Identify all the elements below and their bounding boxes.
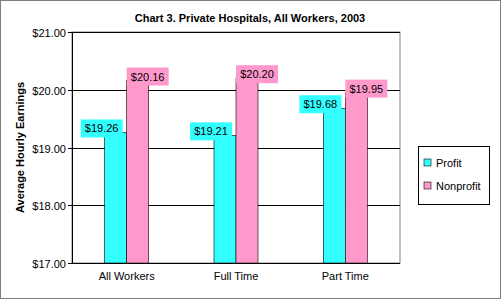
chart-title: Chart 3. Private Hospitals, All Workers,… [135, 12, 365, 24]
y-tick-label: $19.00 [32, 143, 66, 155]
data-label: $19.68 [304, 98, 338, 110]
y-tick-label: $20.00 [32, 85, 66, 97]
tick-mark [68, 90, 72, 91]
tick-mark [68, 32, 72, 33]
data-label-box [127, 68, 169, 86]
bar [345, 93, 367, 263]
chart-border [1, 1, 501, 299]
data-label-box [190, 122, 232, 140]
chart-svg: Chart 3. Private Hospitals, All Workers,… [0, 0, 501, 299]
tick-mark [68, 263, 72, 264]
grid-line [72, 32, 400, 33]
legend-label: Nonprofit [436, 180, 481, 192]
data-label: $20.16 [131, 71, 165, 83]
y-tick-label: $17.00 [32, 258, 66, 270]
tick-mark [68, 148, 72, 149]
data-label: $19.26 [85, 122, 119, 134]
data-label-box [345, 80, 387, 98]
data-label-box [299, 95, 341, 113]
y-axis-label: Average Hourly Earnings [14, 82, 26, 213]
legend-label: Profit [436, 157, 462, 169]
data-label-box [81, 119, 123, 137]
y-axis-line [72, 32, 73, 263]
bar [323, 108, 345, 263]
data-label: $19.21 [194, 125, 228, 137]
plot-area [72, 32, 400, 263]
x-tick-label: Part Time [322, 270, 369, 282]
legend: Profit Nonprofit [419, 147, 490, 205]
x-axis-line [72, 263, 400, 264]
grid-line [72, 263, 400, 264]
legend-box [419, 147, 490, 205]
bar [127, 81, 149, 263]
chart-container: Chart 3. Private Hospitals, All Workers,… [0, 0, 501, 299]
legend-swatch [424, 159, 431, 166]
x-tick-label: Full Time [214, 270, 259, 282]
tick-mark [68, 205, 72, 206]
bar [214, 135, 236, 263]
labels-group: $19.26 $20.16 $19.21 $20.20 $19.68 $19.95 [81, 65, 388, 140]
bar [105, 132, 127, 263]
legend-swatch [424, 182, 431, 189]
bars-group [105, 78, 368, 263]
bar [236, 78, 258, 263]
x-tick-label: All Workers [99, 270, 156, 282]
data-label-box [236, 65, 278, 83]
data-label: $20.20 [240, 68, 274, 80]
data-label: $19.95 [350, 83, 384, 95]
y-tick-label: $18.00 [32, 200, 66, 212]
y-tick-label: $21.00 [32, 27, 66, 39]
